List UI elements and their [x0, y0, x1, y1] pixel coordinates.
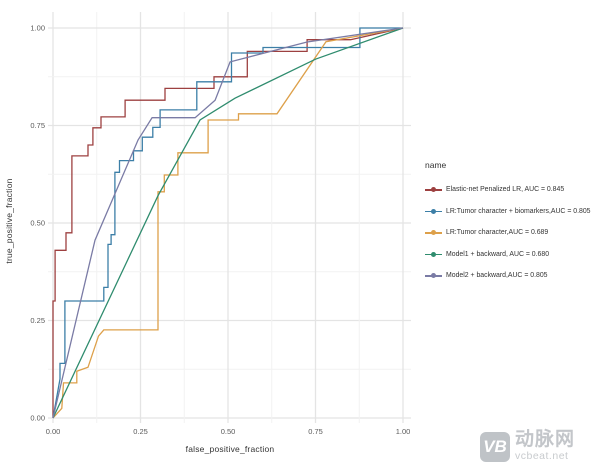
- watermark-brand: 动脉网: [515, 429, 576, 450]
- legend-entry-label: LR:Tumor character,AUC = 0.689: [446, 229, 549, 237]
- legend-entry-label: LR:Tumor character + biomarkers,AUC = 0.…: [446, 207, 591, 215]
- y-tick-label: 0.75: [30, 121, 45, 130]
- legend-entries: Elastic-net Penalized LR, AUC = 0.845 LR:…: [425, 179, 599, 287]
- legend-title: name: [425, 160, 447, 170]
- legend-entry-label: Model2 + backward,AUC = 0.805: [446, 272, 548, 280]
- legend-entry-4: Model1 + backward, AUC = 0.680: [425, 244, 599, 266]
- legend-key-icon: [425, 206, 442, 216]
- legend-key-point: [431, 187, 436, 193]
- roc-curve-series-4: [52, 27, 404, 419]
- y-tick-label: 0.00: [30, 414, 45, 423]
- legend-key-point: [431, 251, 436, 257]
- x-tick-label: 0.50: [221, 427, 236, 436]
- legend-key-point: [431, 208, 436, 214]
- legend-key-icon: [425, 228, 442, 238]
- legend-entry-2: LR:Tumor character + biomarkers,AUC = 0.…: [425, 201, 599, 223]
- legend-key-point: [431, 230, 436, 236]
- legend-entry-label: Elastic-net Penalized LR, AUC = 0.845: [446, 186, 565, 194]
- legend-entry-3: LR:Tumor character,AUC = 0.689: [425, 222, 599, 244]
- x-axis-title: false_positive_fraction: [185, 444, 275, 454]
- legend-key-icon: [425, 249, 442, 259]
- y-axis-title: true_positive_fraction: [4, 178, 14, 264]
- legend-entry-label: Model1 + backward, AUC = 0.680: [446, 250, 550, 258]
- legend-key-icon: [425, 271, 442, 281]
- legend-entry-1: Elastic-net Penalized LR, AUC = 0.845: [425, 179, 599, 201]
- y-tick-label: 1.00: [30, 24, 45, 33]
- roc-curve-series-5: [52, 27, 404, 419]
- legend: name Elastic-net Penalized LR, AUC = 0.8…: [425, 160, 599, 287]
- legend-key-point: [431, 273, 436, 279]
- vb-logo-icon: VB: [480, 432, 510, 462]
- legend-key-icon: [425, 185, 442, 195]
- roc-curve-series-2: [52, 27, 403, 419]
- legend-entry-5: Model2 + backward,AUC = 0.805: [425, 265, 599, 287]
- roc-curve-series-3: [52, 27, 404, 419]
- x-tick-label: 0.75: [308, 427, 323, 436]
- y-tick-label: 0.25: [30, 316, 45, 325]
- x-tick-label: 1.00: [396, 427, 411, 436]
- watermark-site: vcbeat.net: [515, 450, 569, 462]
- watermark: VB 动脉网 vcbeat.net: [480, 430, 598, 472]
- y-tick-label: 0.50: [30, 219, 45, 228]
- x-tick-label: 0.25: [133, 427, 148, 436]
- roc-curve-series-1: [52, 27, 404, 418]
- watermark-text: 动脉网 vcbeat.net: [515, 430, 575, 472]
- x-tick-label: 0.00: [46, 427, 61, 436]
